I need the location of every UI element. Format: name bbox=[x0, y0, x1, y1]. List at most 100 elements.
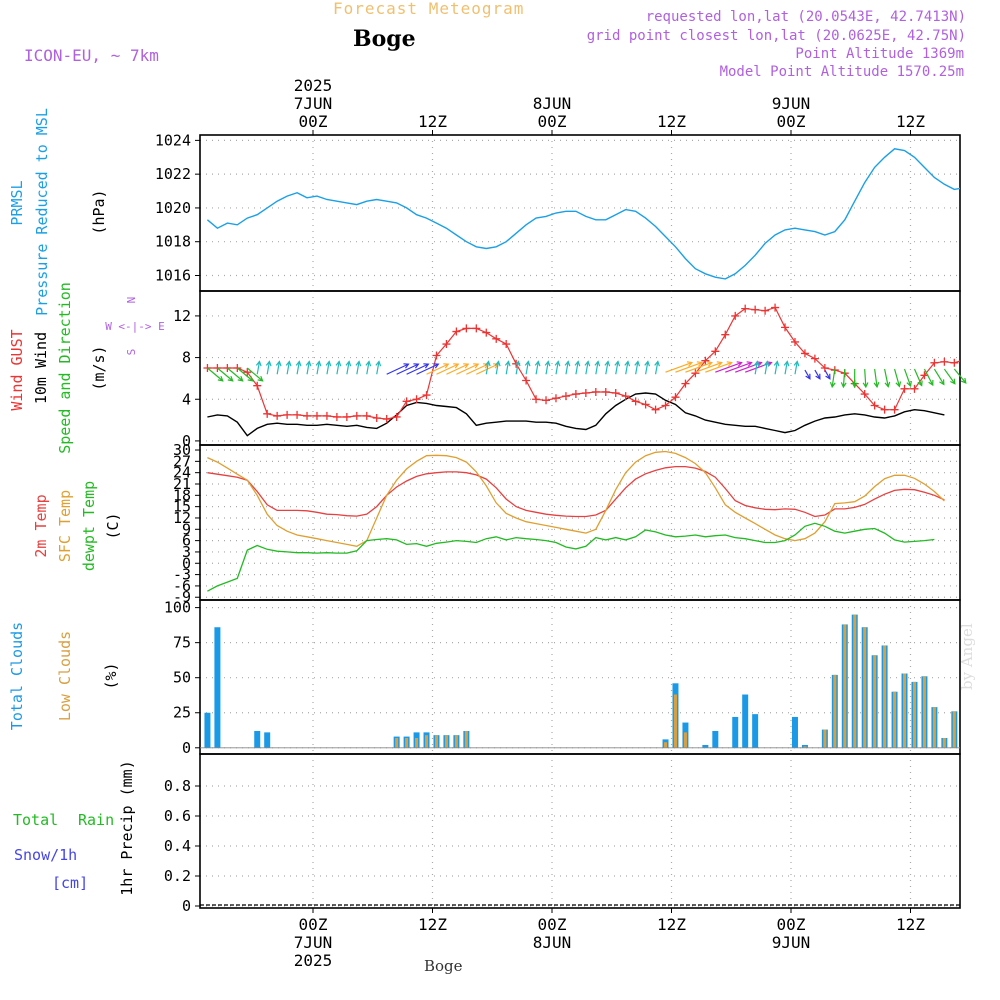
wind-gust-label: Wind GUST bbox=[8, 329, 26, 410]
wind-arrow bbox=[943, 368, 956, 385]
total-clouds-label: Total Clouds bbox=[8, 622, 26, 730]
wind-arrow bbox=[326, 361, 330, 375]
total-cloud-bar bbox=[254, 730, 261, 748]
footer-location: Boge bbox=[424, 957, 463, 975]
time-label-bottom: 12Z bbox=[657, 915, 686, 934]
y-tick-label: 1016 bbox=[155, 266, 191, 284]
dewpt-label: dewpt Temp bbox=[80, 481, 98, 571]
wind-arrow-head bbox=[423, 363, 430, 369]
gust-marker bbox=[731, 311, 740, 320]
wind-arrow bbox=[884, 368, 889, 387]
wind-arrow bbox=[525, 361, 529, 375]
low-cloud-bar bbox=[863, 627, 867, 748]
wind-arrow-head bbox=[564, 360, 571, 367]
sfc-temp-line bbox=[207, 450, 945, 547]
wind-arrow-head bbox=[463, 363, 470, 369]
gust-marker bbox=[581, 389, 590, 397]
gust-marker bbox=[561, 392, 570, 401]
wind-arrow-head bbox=[763, 360, 770, 367]
low-cloud-bar bbox=[922, 676, 926, 748]
y-tick-label: 0.6 bbox=[164, 807, 191, 825]
wind-arrow bbox=[356, 361, 360, 375]
wind-arrow bbox=[784, 361, 788, 375]
wind-arrow-head bbox=[873, 382, 880, 389]
y-tick-label: 0 bbox=[182, 432, 191, 450]
point-altitude: Point Altitude 1369m bbox=[795, 46, 964, 62]
wind-arrow bbox=[615, 361, 619, 375]
y-tick-label: 1022 bbox=[155, 165, 191, 183]
gust-marker bbox=[432, 351, 441, 360]
precip-snow-label: Snow/1h bbox=[14, 846, 77, 864]
wind-arrow bbox=[545, 361, 549, 375]
y-tick-label: 0.2 bbox=[164, 867, 191, 885]
wind-arrow bbox=[256, 361, 261, 375]
y-tick-label: 30 bbox=[173, 441, 191, 459]
gust-marker bbox=[402, 397, 411, 406]
gust-marker bbox=[781, 323, 790, 332]
time-label-bottom: 8JUN bbox=[533, 933, 572, 952]
gust-marker bbox=[382, 415, 391, 424]
low-cloud-bar bbox=[444, 735, 448, 748]
wind-arrow bbox=[824, 369, 831, 380]
wind-arrow bbox=[286, 361, 290, 375]
time-label-top: 12Z bbox=[657, 112, 686, 131]
wind-arrow-head bbox=[793, 360, 800, 367]
total-cloud-bar bbox=[712, 730, 719, 748]
wind-arrow-head bbox=[716, 361, 723, 367]
wind-arrow bbox=[605, 361, 609, 375]
wind-arrow-head bbox=[604, 360, 611, 367]
gust-marker bbox=[532, 395, 541, 404]
low-cloud-bar bbox=[673, 694, 677, 748]
gust-marker bbox=[372, 414, 381, 422]
t2m-line bbox=[207, 465, 945, 518]
wind-arrow bbox=[814, 369, 821, 380]
low-cloud-bar bbox=[823, 729, 827, 748]
wind-arrow bbox=[456, 363, 479, 375]
wind-arrow-head bbox=[726, 361, 733, 367]
time-label-top: 9JUN bbox=[772, 94, 811, 113]
gust-marker bbox=[870, 401, 879, 410]
wind10m-label: 10m Wind bbox=[32, 332, 50, 404]
low-cloud-bar bbox=[454, 735, 458, 748]
wind-arrow-head bbox=[950, 378, 956, 385]
total-cloud-bar bbox=[264, 732, 271, 748]
y-tick-label: -3 bbox=[173, 566, 191, 584]
wind-arrow bbox=[685, 362, 712, 373]
wind-arrow-head bbox=[614, 360, 621, 367]
wind-arrow-head bbox=[315, 360, 322, 367]
panel-clouds: 0 25 50 75 100 bbox=[164, 599, 961, 757]
gust-marker bbox=[492, 334, 501, 343]
wind-arrow-head bbox=[594, 360, 601, 367]
wind-arrow bbox=[555, 361, 559, 375]
y-tick-label: 24 bbox=[173, 464, 191, 482]
compass-south: S bbox=[125, 349, 138, 356]
clouds-unit: (%) bbox=[102, 662, 120, 689]
wind-arrow-head bbox=[305, 360, 312, 367]
wind-arrow bbox=[226, 367, 244, 382]
wind-arrow bbox=[416, 363, 439, 375]
wind-arrow bbox=[446, 363, 469, 375]
time-label-top: 00Z bbox=[538, 112, 567, 131]
wind-arrow bbox=[625, 361, 629, 375]
y-tick-label: 75 bbox=[173, 634, 191, 652]
t2m-label: 2m Temp bbox=[32, 494, 50, 557]
low-cloud-bar bbox=[425, 735, 429, 748]
wind-arrow bbox=[705, 362, 732, 373]
wind-arrow bbox=[725, 362, 752, 373]
low-cloud-bar bbox=[873, 655, 877, 748]
wind-unit: (m/s) bbox=[90, 345, 108, 390]
wind-arrow-head bbox=[696, 361, 703, 367]
wind-arrow-head bbox=[928, 379, 934, 387]
gust-marker bbox=[253, 381, 262, 390]
low-cloud-bar bbox=[912, 681, 916, 748]
wind-arrow bbox=[346, 361, 350, 375]
total-cloud-bar bbox=[204, 712, 211, 748]
gust-marker bbox=[721, 330, 730, 339]
wind-arrow-head bbox=[335, 360, 342, 367]
y-tick-label: 0 bbox=[182, 897, 191, 915]
wind-arrow-head bbox=[960, 377, 967, 384]
gust-marker bbox=[392, 412, 401, 421]
wind-arrow bbox=[754, 361, 758, 375]
gust-marker bbox=[751, 305, 760, 314]
